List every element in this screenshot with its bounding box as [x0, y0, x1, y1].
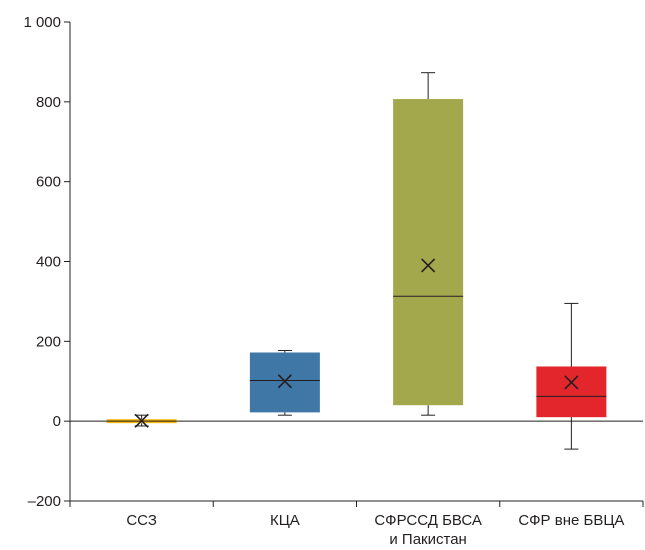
box-rect — [536, 366, 607, 418]
boxes — [106, 72, 607, 450]
mean-marker — [134, 413, 149, 428]
mean-marker — [421, 258, 436, 273]
y-tick-label: 800 — [36, 94, 61, 111]
category-label: СФР вне БВЦА — [518, 512, 624, 529]
box-2 — [393, 72, 464, 416]
box-1 — [249, 350, 320, 416]
y-axis: –200 0 200 400 600 800 1 000 — [23, 14, 71, 510]
category-label: ССЗ — [126, 512, 157, 529]
box-0 — [106, 413, 177, 428]
category-label-line: СФР вне БВЦА — [518, 512, 624, 529]
y-tick-label: 600 — [36, 174, 61, 191]
box-3 — [536, 302, 607, 450]
y-tick-label: 200 — [36, 333, 61, 350]
category-labels: ССЗ КЦА СФРССД БВСА и Пакистан СФР вне БВЦА — [126, 512, 624, 548]
category-label-line: СФРССД БВСА — [374, 512, 482, 529]
category-label: СФРССД БВСА и Пакистан — [374, 512, 482, 548]
box-rect — [393, 99, 464, 406]
category-label: КЦА — [270, 512, 300, 529]
y-tick-label: 1 000 — [23, 14, 61, 31]
x-axis — [69, 500, 644, 507]
y-tick-label: –200 — [28, 493, 61, 510]
category-label-line: и Пакистан — [389, 531, 466, 548]
y-tick-label: 400 — [36, 254, 61, 271]
mean-marker — [277, 374, 292, 389]
category-label-line: КЦА — [270, 512, 300, 529]
box-rect — [249, 352, 320, 413]
mean-marker — [564, 375, 579, 390]
y-tick-label: 0 — [53, 413, 61, 430]
category-label-line: ССЗ — [126, 512, 157, 529]
